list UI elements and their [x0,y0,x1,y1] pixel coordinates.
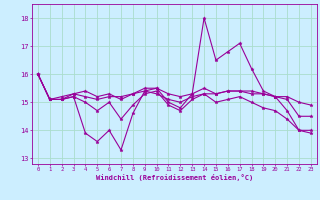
X-axis label: Windchill (Refroidissement éolien,°C): Windchill (Refroidissement éolien,°C) [96,174,253,181]
